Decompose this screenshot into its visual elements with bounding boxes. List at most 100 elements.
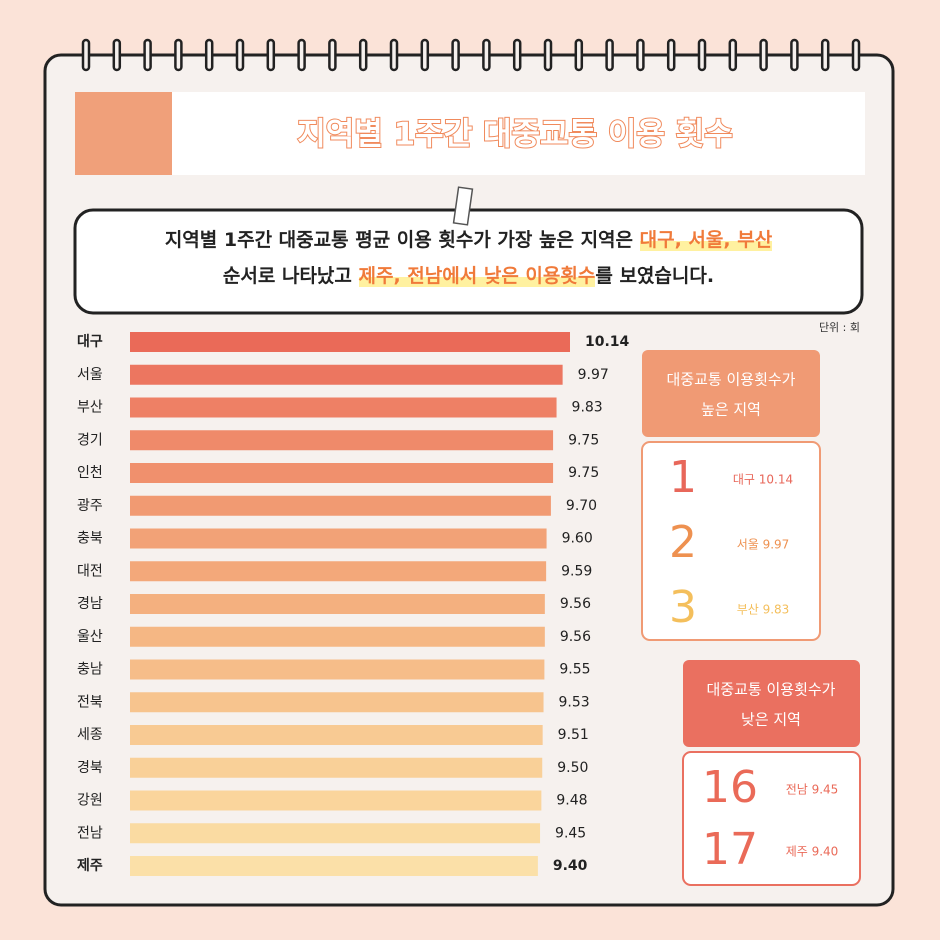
ring [666,38,676,72]
bar [130,626,545,647]
ring [328,38,337,72]
category-label: 전북 [77,694,103,710]
ring [358,38,368,72]
ring [389,38,399,72]
rank-label: 부산 9.83 [737,603,790,617]
ring [512,38,522,72]
low-heading-box [683,660,860,747]
bar [130,528,547,549]
value-label: 9.51 [558,727,589,743]
value-label: 10.14 [585,334,630,350]
ring [266,38,276,72]
category-label: 인천 [77,465,103,481]
ring [482,38,491,72]
rank-number: 2 [669,517,697,568]
rank-number: 1 [669,452,697,503]
value-label: 9.97 [578,367,609,383]
highlight: 대구, 서울, 부산 [639,229,773,251]
bar [130,692,544,713]
description-line: 지역별 1주간 대중교통 평균 이용 횟수가 가장 높은 지역은 대구, 서울,… [75,222,862,258]
high-heading-box [642,350,820,437]
low-box [682,751,861,886]
ring [81,38,91,72]
value-label: 9.53 [559,694,590,710]
title-bar [75,92,865,175]
ring [204,38,214,72]
text: 순서로 나타났고 [222,265,359,287]
category-label: 대전 [77,563,103,579]
bar [130,561,547,582]
rank-number: 16 [702,762,758,813]
highlight: 제주, 전남에서 낮은 이용횟수 [358,265,596,287]
value-label: 9.70 [566,498,597,514]
category-label: 전남 [77,825,103,841]
description: 지역별 1주간 대중교통 평균 이용 횟수가 가장 높은 지역은 대구, 서울,… [75,222,862,294]
value-label: 9.55 [559,662,590,678]
high-box [641,441,821,641]
rank-number: 17 [702,824,758,875]
tape [452,186,474,226]
bar [130,757,543,778]
text: 를 보였습니다. [595,265,715,287]
rank-number: 3 [669,582,697,633]
category-label: 제주 [77,858,103,874]
ring [420,38,430,72]
high-heading: 높은 지역 [701,401,761,419]
value-label: 9.56 [560,596,591,612]
bar [130,430,554,451]
ring [174,38,183,72]
bar [130,856,538,876]
low-heading: 대중교통 이용횟수가 [707,681,836,699]
ring [790,38,799,72]
ring [820,38,830,72]
description-line: 순서로 나타났고 제주, 전남에서 낮은 이용횟수를 보였습니다. [75,258,862,294]
ring [112,38,122,72]
ring [451,38,460,72]
bar [130,594,545,614]
ring [297,38,306,72]
rings [81,38,861,72]
value-label: 9.59 [561,563,592,579]
category-label: 대구 [77,334,103,350]
rank-label: 서울 9.97 [737,538,790,552]
value-label: 9.75 [568,465,599,481]
ring [697,38,707,72]
category-label: 경남 [77,596,103,612]
bar [130,790,542,811]
category-label: 부산 [77,400,103,416]
text: 지역별 1주간 대중교통 평균 이용 횟수가 가장 높은 지역은 [164,229,640,251]
category-label: 충남 [77,662,103,678]
ring [759,38,768,72]
value-label: 9.40 [553,858,588,874]
low-heading: 낮은 지역 [741,711,801,729]
category-label: 충북 [77,531,103,547]
value-label: 9.56 [560,629,591,645]
category-label: 강원 [77,793,103,809]
high-heading: 대중교통 이용횟수가 [667,371,796,389]
category-label: 경기 [77,432,103,448]
rank-label: 제주 9.40 [786,845,839,859]
value-label: 9.60 [562,531,593,547]
bar [130,332,570,352]
ring [851,38,861,72]
bar [130,659,545,680]
bar [130,495,551,516]
ring [235,38,245,72]
ring [543,38,553,72]
rank-label: 대구 10.14 [733,473,793,487]
value-label: 9.48 [556,793,587,809]
ring [143,38,152,72]
value-label: 9.45 [555,825,586,841]
title: 지역별 1주간 대중교통 이용 횟수 [297,117,733,153]
bar [130,364,563,385]
bar [130,397,557,418]
value-label: 9.83 [572,400,603,416]
ring [605,38,614,72]
title-square [75,92,172,175]
category-label: 울산 [77,629,103,645]
bar [130,823,541,844]
rank-label: 전남 9.45 [786,783,839,797]
ring [728,38,738,72]
